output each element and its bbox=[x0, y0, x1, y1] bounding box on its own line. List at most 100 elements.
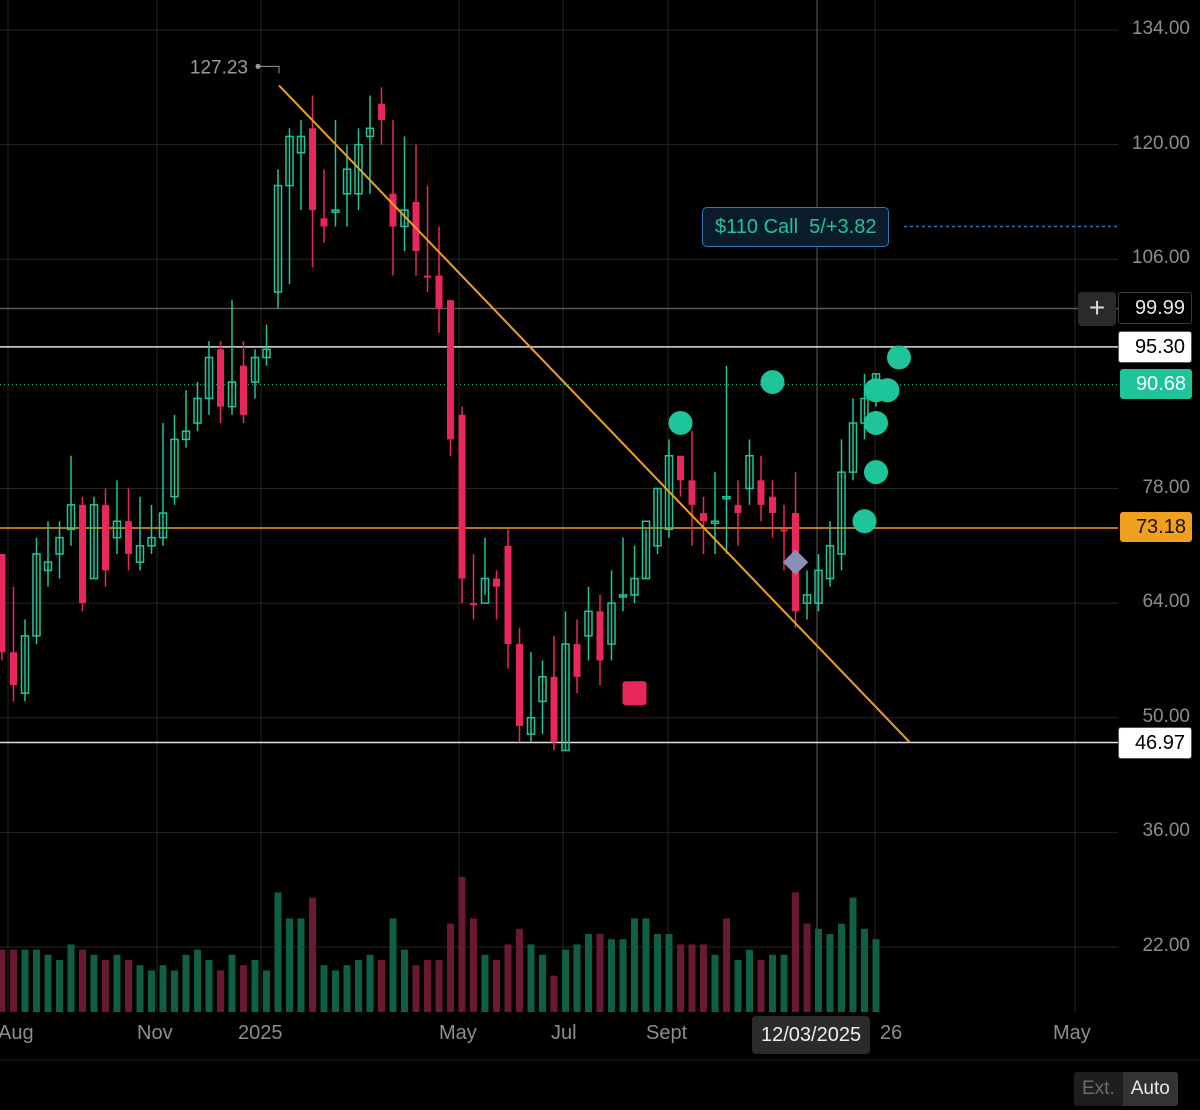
candle-body bbox=[470, 603, 477, 606]
candle-body bbox=[217, 349, 224, 407]
volume-bar bbox=[286, 918, 293, 1012]
candle-body bbox=[630, 577, 639, 596]
option-order-label[interactable]: $110 Call 5/+3.82 bbox=[702, 207, 890, 247]
time-tick-label: 2025 bbox=[238, 1022, 283, 1044]
volume-bar bbox=[320, 965, 328, 1012]
volume-bar bbox=[113, 954, 121, 1012]
candle-body bbox=[125, 521, 132, 554]
volume-bar bbox=[343, 965, 351, 1012]
candle-body bbox=[204, 356, 214, 400]
volume-bar bbox=[780, 954, 788, 1012]
volume-bar bbox=[527, 944, 535, 1012]
buy-signal-marker bbox=[864, 460, 888, 485]
price-level-tag: 46.97 bbox=[1118, 726, 1192, 759]
high-annotation-leader bbox=[258, 65, 280, 74]
signal-markers bbox=[622, 345, 911, 706]
candle-body bbox=[158, 512, 168, 539]
candle-body bbox=[424, 275, 431, 278]
candle-body bbox=[147, 536, 156, 547]
volume-bar bbox=[21, 949, 29, 1012]
time-tick-label: May bbox=[1053, 1022, 1091, 1044]
candle-body bbox=[538, 676, 547, 703]
buy-signal-marker bbox=[852, 509, 877, 534]
price-level-tag: 73.18 bbox=[1120, 511, 1192, 542]
chart-grid bbox=[0, 0, 1200, 1061]
candle-body bbox=[677, 455, 684, 481]
candle-body bbox=[504, 545, 512, 645]
volume-bar bbox=[90, 954, 98, 1012]
candle-body bbox=[227, 381, 237, 408]
candle-body bbox=[412, 201, 420, 252]
candle-body bbox=[653, 487, 662, 547]
volume-bar bbox=[447, 923, 454, 1012]
volume-bar bbox=[596, 934, 604, 1012]
candle-body bbox=[112, 520, 122, 539]
auto-button[interactable]: Auto bbox=[1122, 1072, 1178, 1106]
candle-body bbox=[193, 397, 202, 424]
volume-bar bbox=[792, 892, 799, 1012]
candle-body bbox=[561, 643, 570, 752]
candle-body bbox=[354, 143, 363, 195]
session-toggle[interactable]: Ext. Auto bbox=[1074, 1072, 1178, 1106]
candle-body bbox=[493, 578, 500, 587]
price-tick-label: 64.00 bbox=[1142, 591, 1190, 613]
volume-bar bbox=[435, 960, 443, 1012]
buy-signal-marker bbox=[875, 378, 900, 403]
candle-body bbox=[780, 529, 788, 532]
volume-bar bbox=[182, 954, 190, 1012]
volume-bar bbox=[332, 970, 339, 1012]
price-tick-label: 36.00 bbox=[1142, 820, 1190, 842]
volume-bar bbox=[700, 944, 707, 1012]
time-tick-label: Sept bbox=[646, 1022, 688, 1044]
volume-bar bbox=[33, 949, 40, 1012]
candle-body bbox=[447, 300, 454, 440]
volume-bar bbox=[504, 944, 512, 1012]
candle-body bbox=[66, 504, 76, 531]
candle-body bbox=[688, 480, 696, 505]
volume-bar bbox=[539, 954, 546, 1012]
volume-bar bbox=[389, 918, 397, 1012]
candle-body bbox=[135, 545, 145, 563]
ext-button[interactable]: Ext. bbox=[1074, 1072, 1123, 1106]
volume-bars bbox=[0, 876, 880, 1012]
volume-bar bbox=[619, 939, 627, 1012]
candle-body bbox=[526, 717, 536, 735]
volume-bar bbox=[688, 944, 696, 1012]
volume-bar bbox=[424, 960, 431, 1012]
volume-bar bbox=[10, 949, 17, 1012]
volume-bar bbox=[44, 954, 52, 1012]
price-level-tag: 90.68 bbox=[1120, 368, 1192, 399]
candle-body bbox=[89, 504, 99, 580]
candle-body bbox=[342, 168, 352, 195]
add-alert-button[interactable]: + bbox=[1078, 292, 1116, 326]
volume-bar bbox=[217, 970, 224, 1012]
candle-body bbox=[814, 569, 823, 604]
volume-bar bbox=[573, 944, 581, 1012]
volume-bar bbox=[631, 918, 638, 1012]
time-tick-label: Aug bbox=[0, 1022, 34, 1044]
candle-body bbox=[378, 103, 385, 121]
volume-bar bbox=[79, 949, 86, 1012]
volume-bar bbox=[481, 954, 489, 1012]
volume-bar bbox=[677, 944, 684, 1012]
candle-body bbox=[745, 455, 754, 490]
candle-body bbox=[20, 635, 30, 694]
candle-body bbox=[458, 414, 466, 579]
candle-body bbox=[55, 536, 64, 555]
candle-body bbox=[285, 135, 294, 187]
volume-bar bbox=[585, 934, 592, 1012]
candle-body bbox=[573, 644, 581, 677]
volume-bar bbox=[125, 960, 132, 1012]
candle-body bbox=[722, 495, 731, 500]
candle-body bbox=[825, 545, 835, 580]
volume-bar bbox=[872, 939, 880, 1012]
candle-body bbox=[596, 611, 604, 661]
candle-body bbox=[262, 348, 271, 359]
candle-body bbox=[102, 504, 109, 571]
candle-body bbox=[296, 135, 306, 154]
volume-bar bbox=[274, 892, 282, 1012]
candle-body bbox=[273, 184, 283, 293]
volume-bar bbox=[366, 954, 374, 1012]
volume-bar bbox=[159, 965, 167, 1012]
